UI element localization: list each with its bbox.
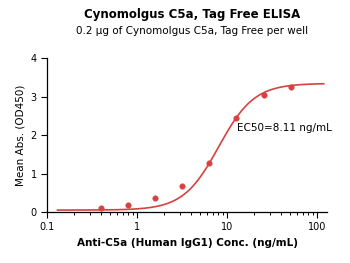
Text: 0.2 μg of Cynomolgus C5a, Tag Free per well: 0.2 μg of Cynomolgus C5a, Tag Free per w… [76,26,309,36]
Text: EC50=8.11 ng/mL: EC50=8.11 ng/mL [237,123,332,133]
Y-axis label: Mean Abs. (OD450): Mean Abs. (OD450) [15,84,25,186]
X-axis label: Anti-C5a (Human IgG1) Conc. (ng/mL): Anti-C5a (Human IgG1) Conc. (ng/mL) [77,238,298,248]
Text: Cynomolgus C5a, Tag Free ELISA: Cynomolgus C5a, Tag Free ELISA [84,8,301,21]
